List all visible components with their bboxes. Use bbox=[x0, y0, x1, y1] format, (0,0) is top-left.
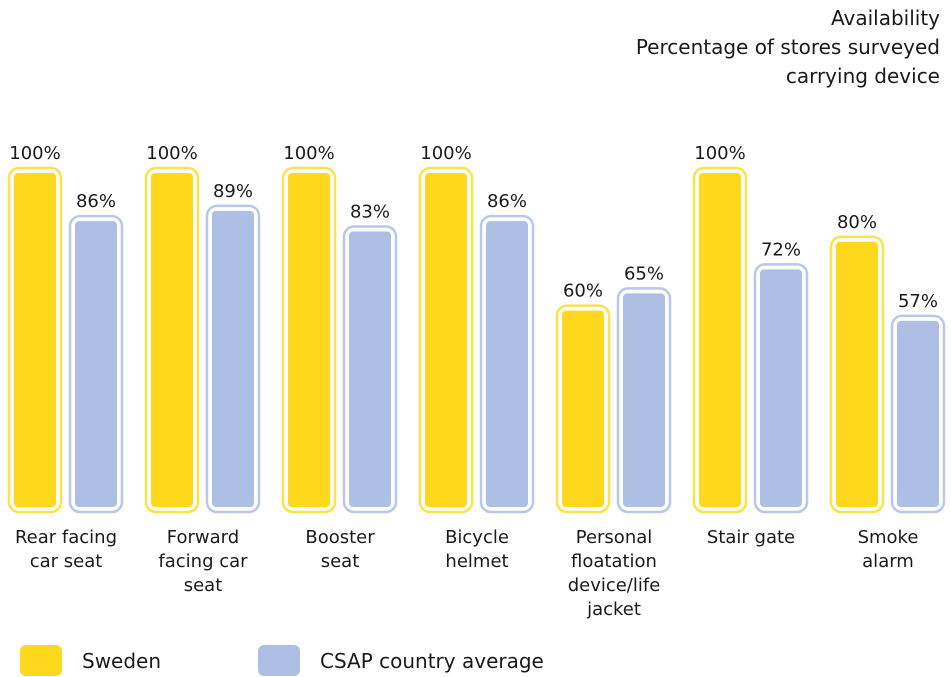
bar-outline bbox=[753, 263, 809, 514]
value-label: 100% bbox=[9, 143, 60, 164]
x-tick-label: Bicycle helmet bbox=[445, 527, 509, 572]
bar bbox=[699, 173, 741, 507]
bar-outline bbox=[890, 314, 946, 514]
bar bbox=[486, 221, 528, 507]
legend-label: Sweden bbox=[82, 649, 162, 673]
legend-swatch bbox=[20, 645, 62, 676]
bar-outline bbox=[479, 214, 535, 514]
x-tick-label: Personal floatation device/life jacket bbox=[567, 527, 661, 620]
value-label: 60% bbox=[563, 281, 603, 302]
value-label: 86% bbox=[76, 191, 116, 212]
bar-outline bbox=[7, 166, 63, 514]
bar bbox=[623, 293, 665, 507]
bar-outline bbox=[205, 204, 261, 514]
bar-outline bbox=[616, 287, 672, 514]
value-label: 83% bbox=[350, 201, 390, 222]
bar-outline bbox=[144, 166, 200, 514]
bar bbox=[562, 310, 604, 507]
legend-label: CSAP country average bbox=[320, 649, 544, 673]
bar bbox=[897, 320, 939, 507]
bar-outline bbox=[342, 225, 398, 514]
x-tick-label: Booster seat bbox=[305, 527, 375, 572]
bar-outline bbox=[829, 235, 885, 514]
x-tick-label: Stair gate bbox=[706, 527, 796, 548]
value-label: 100% bbox=[146, 143, 197, 164]
value-label: 100% bbox=[420, 143, 471, 164]
bar-outline bbox=[555, 304, 611, 514]
value-label: 86% bbox=[487, 191, 527, 212]
bar-outline bbox=[692, 166, 748, 514]
value-label: 89% bbox=[213, 181, 253, 202]
bar bbox=[75, 221, 117, 507]
value-label: 80% bbox=[837, 212, 877, 233]
bar-outline bbox=[68, 214, 124, 514]
chart-title: Availability bbox=[830, 6, 940, 30]
bar bbox=[425, 173, 467, 507]
legend-swatch bbox=[258, 645, 300, 676]
bar bbox=[288, 173, 330, 507]
bar bbox=[151, 173, 193, 507]
bar-outline bbox=[281, 166, 337, 514]
bar-outline bbox=[418, 166, 474, 514]
bar bbox=[836, 241, 878, 508]
bar bbox=[760, 269, 802, 507]
bar bbox=[349, 231, 391, 508]
bar bbox=[14, 173, 56, 507]
title-block: Availability Percentage of stores survey… bbox=[620, 4, 940, 91]
x-tick-label: Forward facing car seat bbox=[158, 527, 248, 596]
value-label: 57% bbox=[898, 291, 938, 312]
x-tick-label: Rear facing car seat bbox=[14, 527, 118, 572]
chart-subtitle: Percentage of stores surveyed carrying d… bbox=[635, 35, 940, 88]
value-label: 72% bbox=[761, 239, 801, 260]
value-label: 100% bbox=[283, 143, 334, 164]
value-label: 100% bbox=[694, 143, 745, 164]
bar bbox=[212, 210, 254, 507]
x-tick-label: Smoke alarm bbox=[857, 527, 919, 572]
value-label: 65% bbox=[624, 263, 664, 284]
